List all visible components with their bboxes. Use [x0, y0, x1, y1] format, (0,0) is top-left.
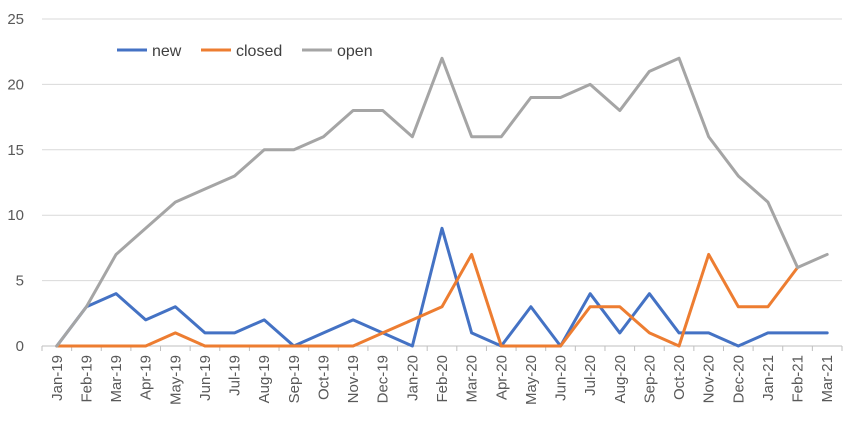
- x-tick-label: Mar-20: [464, 355, 481, 403]
- x-tick-label: Dec-20: [730, 355, 747, 403]
- x-tick-label: Aug-20: [612, 355, 629, 403]
- legend-label-new: new: [152, 43, 182, 60]
- x-tick-label: Aug-19: [256, 355, 273, 403]
- x-tick-label: Oct-19: [315, 355, 332, 400]
- x-tick-label: Jun-19: [197, 355, 214, 401]
- series-lines: [55, 56, 829, 348]
- x-tick-label: Jun-20: [553, 355, 570, 401]
- series-line-open: [55, 56, 829, 348]
- series-line-new: [55, 226, 829, 348]
- series-line-closed: [55, 252, 800, 348]
- x-tick-label: May-20: [523, 355, 540, 405]
- x-tick-label: Oct-20: [671, 355, 688, 400]
- x-tick-label: Sep-20: [641, 355, 658, 403]
- y-tick-label: 10: [7, 207, 24, 224]
- x-tick-label: Feb-21: [790, 355, 807, 403]
- x-tick-label: Jul-19: [227, 355, 244, 396]
- axes: 0 5 10 15 20 25 Jan-19 Feb-19 Mar-19 Apr-19 May-19…: [7, 11, 843, 405]
- x-tick-label: Apr-19: [138, 355, 155, 400]
- x-tick-label: Sep-19: [286, 355, 303, 403]
- x-tick-label: Jan-19: [49, 355, 66, 401]
- legend: new closed open: [117, 43, 373, 60]
- y-tick-label: 20: [7, 76, 24, 93]
- x-tick-label: Jan-21: [760, 355, 777, 401]
- x-tick-label: Dec-19: [375, 355, 392, 403]
- x-tick-label: Apr-20: [493, 355, 510, 400]
- x-tick-label: Jan-20: [404, 355, 421, 401]
- x-tick-label: Nov-20: [701, 355, 718, 403]
- legend-label-closed: closed: [236, 43, 282, 60]
- legend-label-open: open: [337, 43, 373, 60]
- y-tick-label: 5: [16, 273, 24, 290]
- x-tick-label: Feb-20: [434, 355, 451, 403]
- x-tick-label: Mar-19: [108, 355, 125, 403]
- y-tick-label: 0: [16, 338, 24, 355]
- x-tick-label: Mar-21: [819, 355, 836, 403]
- gridlines: [42, 18, 842, 282]
- x-tick-label: Jul-20: [582, 355, 599, 396]
- x-tick-label: Nov-19: [345, 355, 362, 403]
- y-tick-label: 25: [7, 11, 24, 28]
- x-tick-label: Feb-19: [78, 355, 95, 403]
- y-tick-label: 15: [7, 142, 24, 159]
- x-tick-label: May-19: [167, 355, 184, 405]
